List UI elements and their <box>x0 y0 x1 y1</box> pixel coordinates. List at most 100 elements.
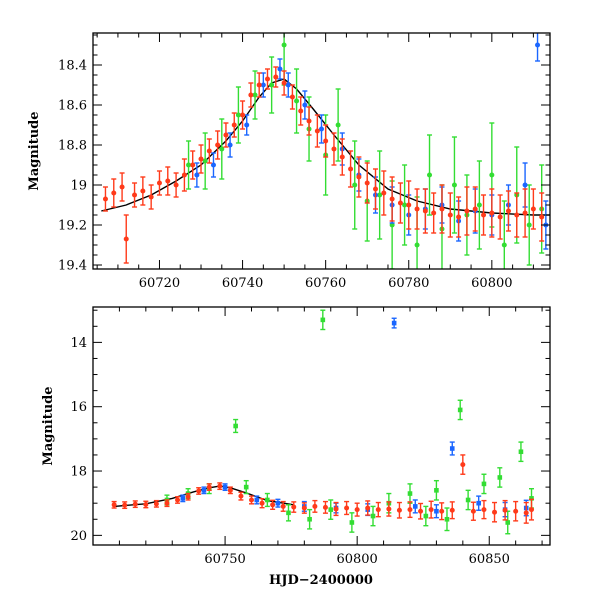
top-data-point <box>198 156 204 162</box>
top-data-point <box>148 194 154 200</box>
top-data-point <box>414 242 420 248</box>
bottom-data-point <box>322 504 328 510</box>
bottom-data-point <box>460 462 466 468</box>
bottom-data-point <box>301 505 307 511</box>
bottom-data-point <box>164 500 170 506</box>
top-data-point <box>422 208 428 214</box>
top-data-point <box>414 206 420 212</box>
bottom-data-point <box>470 508 476 514</box>
top-data-point <box>240 112 246 118</box>
bottom-data-point <box>132 501 138 507</box>
top-data-point <box>289 94 295 100</box>
top-data-point <box>202 158 208 164</box>
bottom-y-tick-label: 16 <box>70 400 87 415</box>
bottom-data-point <box>449 507 455 513</box>
bottom-data-point <box>201 488 207 493</box>
top-series-2 <box>194 33 549 250</box>
bottom-data-point <box>307 516 312 522</box>
bottom-data-point <box>328 507 334 512</box>
top-data-point <box>406 202 412 208</box>
top-data-point <box>335 122 341 128</box>
bottom-y-tick-label: 18 <box>70 465 87 480</box>
top-data-point <box>514 212 520 218</box>
bottom-panel: 60750 60800 60850 14 16 18 20 Magnitude HJD−24… <box>41 306 551 588</box>
top-y-tick-label: 18.4 <box>58 59 87 74</box>
top-data-point <box>352 182 358 188</box>
top-data-point <box>227 142 233 148</box>
top-data-point <box>402 202 408 208</box>
bottom-data-point <box>505 520 511 525</box>
bottom-data-point <box>265 497 270 503</box>
bottom-data-point <box>492 509 498 515</box>
bottom-data-point <box>457 407 463 413</box>
bottom-data-point <box>428 507 434 513</box>
top-data-point <box>294 98 300 104</box>
top-panel-frame <box>92 32 551 270</box>
bottom-data-point <box>291 504 297 510</box>
bottom-data-point <box>465 497 471 503</box>
top-data-point <box>348 166 354 172</box>
bottom-data-point <box>407 491 413 496</box>
bottom-data-point <box>344 505 350 511</box>
bottom-data-point <box>217 483 223 489</box>
bottom-data-point <box>185 494 191 500</box>
top-data-point <box>256 82 262 88</box>
top-panel-axes: 60720 60740 60760 60780 60800 18.4 18.6 18.8 19 1… <box>58 33 550 291</box>
bottom-x-axis-label: HJD−2400000 <box>269 573 373 588</box>
top-data-point <box>451 182 457 188</box>
top-data-point <box>132 192 138 198</box>
bottom-data-point <box>222 484 228 490</box>
top-data-point <box>389 222 395 228</box>
bottom-data-point <box>481 507 487 513</box>
bottom-x-tick-label: 60750 <box>204 552 245 567</box>
top-data-point <box>526 222 532 228</box>
bottom-data-point <box>259 500 265 506</box>
top-y-tick-label: 18.6 <box>58 99 87 114</box>
top-data-point <box>231 122 237 128</box>
bottom-data-point <box>286 510 291 516</box>
top-data-point <box>277 66 283 72</box>
bottom-y-tick-label: 14 <box>70 336 87 351</box>
bottom-data-point <box>320 317 326 323</box>
bottom-data-point <box>434 488 439 493</box>
top-data-point <box>364 180 370 186</box>
top-series-0 <box>102 66 545 264</box>
bottom-data-point <box>196 488 202 494</box>
bottom-data-point <box>275 500 281 506</box>
top-series-1 <box>186 33 545 269</box>
top-data-point <box>140 188 146 194</box>
top-data-point <box>539 214 545 220</box>
bottom-data-point <box>449 446 455 451</box>
bottom-data-point <box>227 487 233 493</box>
bottom-data-point <box>143 501 149 507</box>
top-data-point <box>472 206 478 212</box>
top-y-axis-label: Magnitude <box>27 111 42 190</box>
top-data-point <box>302 102 308 108</box>
top-data-point <box>319 126 324 132</box>
bottom-panel-axes: 60750 60800 60850 14 16 18 20 <box>70 307 550 567</box>
bottom-data-point <box>513 508 519 514</box>
bottom-data-point <box>243 484 249 490</box>
bottom-data-point <box>180 496 186 501</box>
top-data-point <box>530 206 536 212</box>
top-data-point <box>481 212 487 218</box>
bottom-data-point <box>529 507 535 513</box>
top-data-point <box>431 210 437 216</box>
top-data-point <box>522 182 528 188</box>
bottom-data-point <box>444 516 450 522</box>
bottom-data-point <box>312 503 318 509</box>
bottom-data-point <box>502 507 508 513</box>
top-data-point <box>314 128 320 134</box>
top-data-point <box>194 172 200 178</box>
bottom-data-point <box>153 501 159 507</box>
bottom-data-point <box>481 481 487 487</box>
bottom-data-point <box>529 496 534 501</box>
bottom-data-point <box>518 449 524 455</box>
top-data-point <box>285 82 291 88</box>
top-data-point <box>181 172 187 178</box>
bottom-data-point <box>333 506 339 512</box>
top-data-point <box>223 132 229 138</box>
bottom-series-0 <box>111 454 535 524</box>
top-data-point <box>356 174 362 180</box>
